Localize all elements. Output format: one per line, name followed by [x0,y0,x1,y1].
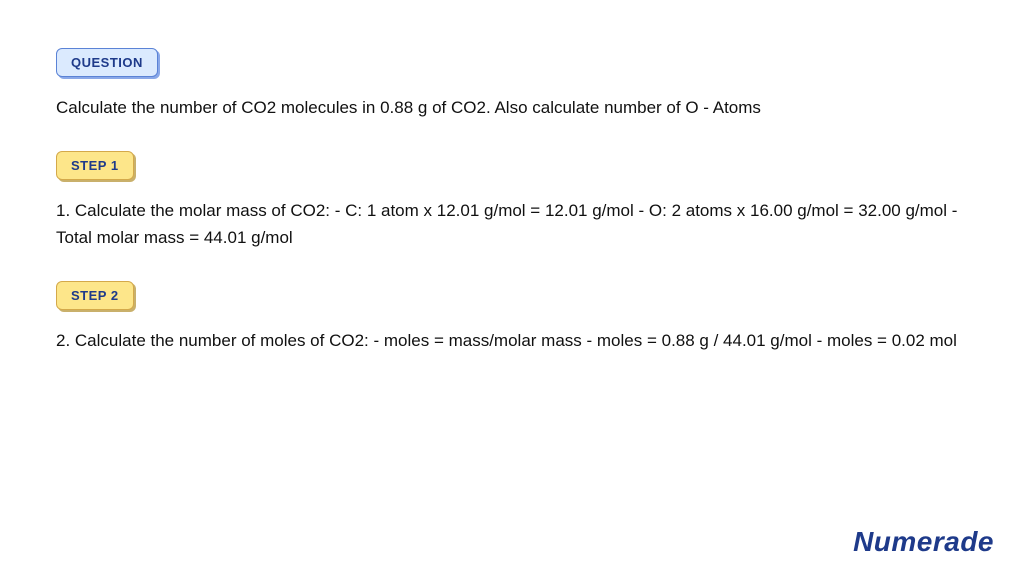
question-badge: QUESTION [56,48,158,77]
step2-section: STEP 2 2. Calculate the number of moles … [56,281,968,354]
brand-logo: Numerade [853,526,994,558]
step2-text: 2. Calculate the number of moles of CO2:… [56,328,968,354]
step1-badge: STEP 1 [56,151,134,180]
step1-section: STEP 1 1. Calculate the molar mass of CO… [56,151,968,251]
question-section: QUESTION Calculate the number of CO2 mol… [56,48,968,121]
step2-badge: STEP 2 [56,281,134,310]
question-text: Calculate the number of CO2 molecules in… [56,95,968,121]
step1-text: 1. Calculate the molar mass of CO2: - C:… [56,198,968,251]
